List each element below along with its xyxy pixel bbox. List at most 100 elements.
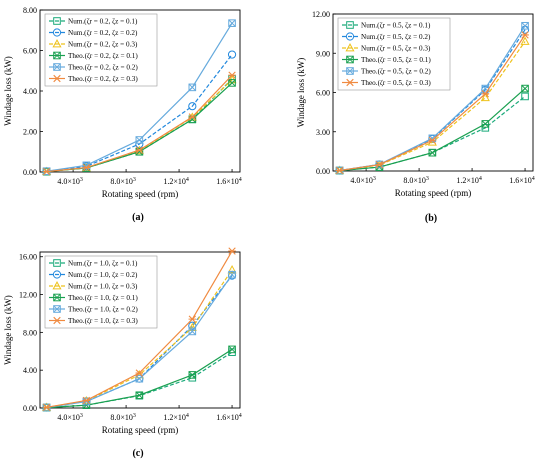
marker-cross xyxy=(135,136,143,144)
marker-crossed-square xyxy=(53,51,61,60)
marker-triangle xyxy=(480,92,490,102)
marker-strokes xyxy=(188,315,197,323)
marker-asterisk xyxy=(82,396,91,405)
marker-asterisk xyxy=(481,90,490,98)
marker-crossed-square xyxy=(228,270,236,279)
legend-entry: Theo.(ζr = 1.0, ζz = 0.1) xyxy=(49,293,138,302)
x-tick-label: 1.2×104 xyxy=(163,413,189,422)
series-3 xyxy=(42,74,237,175)
x-axis-label: Rotating speed (rpm) xyxy=(102,189,178,199)
marker-crossed-square xyxy=(188,371,197,379)
legend-label: Num.(ζr = 1.0, ζz = 0.3) xyxy=(68,282,138,291)
marker-asterisk xyxy=(228,247,236,255)
legend-entry: Num.(ζr = 1.0, ζz = 0.1) xyxy=(49,259,138,268)
x-tick-label: 1.2×104 xyxy=(456,176,482,185)
marker-cross xyxy=(521,22,529,30)
marker-cross xyxy=(228,19,236,27)
y-tick-label: 6.00 xyxy=(316,89,330,98)
marker-asterisk xyxy=(42,403,51,412)
marker-crossed-square xyxy=(521,21,529,30)
legend: Num.(ζr = 1.0, ζz = 0.1) Num.(ζr = 1.0, ζ… xyxy=(44,255,158,329)
y-tick-label: 6.00 xyxy=(23,47,37,56)
legend-label: Theo.(ζr = 0.2, ζz = 0.2) xyxy=(68,63,138,72)
marker-box xyxy=(346,67,354,75)
series-6 xyxy=(335,31,529,175)
marker-box xyxy=(521,84,529,93)
marker-circle xyxy=(345,32,355,41)
y-axis-label: Windage loss (kW) xyxy=(296,58,306,128)
legend-entry: Theo.(ζr = 0.2, ζz = 0.1) xyxy=(49,51,138,60)
marker-triangle xyxy=(345,43,355,52)
marker-box xyxy=(135,391,144,400)
marker-circle xyxy=(227,50,237,59)
series-line xyxy=(46,82,233,173)
legend-entry: Num.(ζr = 0.2, ζz = 0.2) xyxy=(49,28,138,37)
y-tick-label: 4.00 xyxy=(23,87,37,96)
series-4 xyxy=(42,345,236,412)
legend-entry: Theo.(ζr = 1.0, ζz = 0.2) xyxy=(49,305,138,314)
marker-asterisk xyxy=(188,315,197,323)
marker-box xyxy=(188,327,197,336)
legend-label: Theo.(ζr = 1.0, ζz = 0.1) xyxy=(68,293,138,302)
marker-asterisk xyxy=(375,161,384,169)
marker-strokes xyxy=(521,31,529,39)
y-axis-label: Windage loss (kW) xyxy=(3,56,13,126)
marker-strokes xyxy=(82,163,91,172)
plot-frame xyxy=(39,251,241,409)
legend-box xyxy=(44,13,158,87)
marker-crossed-square xyxy=(188,83,197,92)
y-tick-label: 0.00 xyxy=(316,167,330,176)
legend-box xyxy=(44,255,158,329)
series-4 xyxy=(335,84,529,175)
marker-triangle xyxy=(227,265,237,274)
y-tick-label: 16.00 xyxy=(19,253,37,262)
y-tick-label: 12.00 xyxy=(312,10,330,19)
marker-crossed-square xyxy=(228,345,236,354)
marker-crossed-square xyxy=(135,374,144,383)
marker-strokes xyxy=(42,167,51,176)
x-tick-label: 4.0×103 xyxy=(350,176,376,185)
marker-asterisk xyxy=(82,163,91,172)
chart-panel-3: 0.00 4.00 8.00 12.00 16.00 4.0×103 8.0×103 1.2×… xyxy=(3,247,242,459)
x-tick-label: 8.0×103 xyxy=(110,413,136,422)
series-4 xyxy=(42,79,236,176)
marker-strokes xyxy=(228,247,236,255)
x-tick-label: 1.2×104 xyxy=(163,177,189,186)
marker-cross xyxy=(428,149,436,157)
marker-circle xyxy=(52,270,62,279)
marker-box xyxy=(481,120,490,128)
marker-box xyxy=(135,374,144,383)
series-line xyxy=(46,74,233,173)
marker-cross xyxy=(188,83,196,92)
chart-panel-1: 0.00 2.00 4.00 6.00 8.00 4.0×103 8.0×103 1.2×10… xyxy=(3,6,242,223)
legend-entry: Num.(ζr = 0.2, ζz = 0.3) xyxy=(49,39,138,49)
marker-strokes xyxy=(228,71,236,79)
y-tick-label: 2.00 xyxy=(23,128,37,137)
marker-cross xyxy=(135,375,143,383)
marker-box xyxy=(228,19,236,27)
marker-square xyxy=(53,17,61,25)
legend-label: Num.(ζr = 0.2, ζz = 0.3) xyxy=(68,40,138,49)
x-tick-label: 4.0×103 xyxy=(57,177,83,186)
marker-square xyxy=(346,21,354,29)
marker-strokes xyxy=(335,166,344,175)
marker-crossed-square xyxy=(188,327,197,336)
marker-asterisk xyxy=(346,78,354,87)
panel-label: (b) xyxy=(425,213,437,224)
legend-entry: Num.(ζr = 0.5, ζz = 0.2) xyxy=(342,32,431,41)
marker-strokes xyxy=(42,403,51,412)
legend-label: Num.(ζr = 0.2, ζz = 0.1) xyxy=(68,17,138,26)
legend: Num.(ζr = 0.2, ζz = 0.1) Num.(ζr = 0.2, ζ… xyxy=(44,13,158,87)
marker-asterisk xyxy=(135,369,144,377)
series-line xyxy=(46,78,233,173)
marker-asterisk xyxy=(53,74,61,83)
marker-crossed-square xyxy=(53,305,61,313)
marker-asterisk xyxy=(42,167,51,176)
legend-label: Num.(ζr = 1.0, ζz = 0.2) xyxy=(68,270,138,279)
legend-entry: Theo.(ζr = 0.5, ζz = 0.2) xyxy=(342,67,431,76)
marker-cross xyxy=(53,293,61,302)
series-6 xyxy=(42,71,236,176)
legend-label: Theo.(ζr = 1.0, ζz = 0.2) xyxy=(68,305,138,314)
marker-strokes xyxy=(188,113,197,121)
marker-box xyxy=(53,305,61,313)
